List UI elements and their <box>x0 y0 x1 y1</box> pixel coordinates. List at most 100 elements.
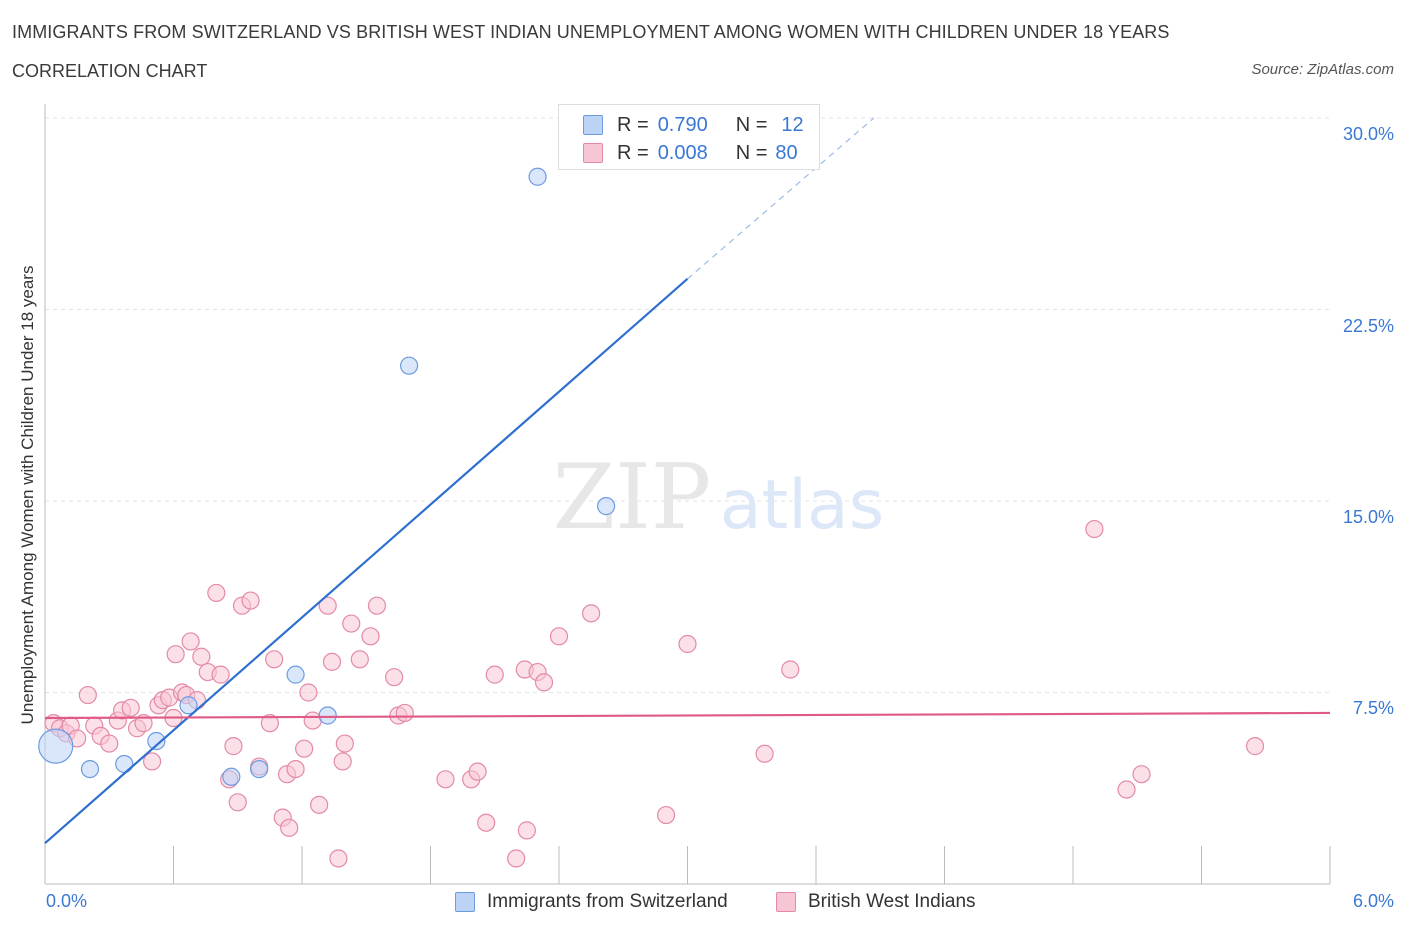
data-point-british-west-indians <box>1132 765 1151 784</box>
n-label: N = <box>735 113 768 136</box>
data-point-british-west-indians <box>678 634 697 654</box>
data-point-switzerland <box>286 665 305 684</box>
trend-line-switzerland-extension <box>687 117 875 280</box>
r-value-bwi: 0.008 <box>657 141 708 164</box>
data-point-switzerland <box>38 728 74 764</box>
data-point-switzerland <box>528 167 547 186</box>
data-point-british-west-indians <box>322 652 342 671</box>
data-point-british-west-indians <box>534 673 554 692</box>
trend-line-switzerland <box>44 278 689 844</box>
data-point-british-west-indians <box>582 604 601 623</box>
y-tick-label-30: 30.0% <box>1342 124 1394 144</box>
data-point-british-west-indians <box>477 813 496 832</box>
data-point-british-west-indians <box>181 632 200 651</box>
data-point-british-west-indians <box>395 703 414 723</box>
data-point-switzerland <box>399 356 419 375</box>
data-point-british-west-indians <box>329 849 348 868</box>
legend-label-bwi: British West Indians <box>808 891 976 912</box>
chart-subtitle: CORRELATION CHART <box>12 61 208 81</box>
data-point-switzerland <box>179 696 198 715</box>
n-value-bwi: 80 <box>775 141 798 164</box>
stats-legend: R = 0.790 N = 12 R = 0.008 N = 80 <box>558 104 820 170</box>
watermark-atlas: atlas <box>720 466 884 545</box>
data-point-british-west-indians <box>299 683 318 702</box>
data-point-british-west-indians <box>207 583 226 603</box>
data-point-british-west-indians <box>367 596 387 615</box>
trend-lines <box>44 117 1331 844</box>
data-point-british-west-indians <box>333 752 352 771</box>
data-point-switzerland <box>147 731 166 751</box>
x-tick-marks <box>173 846 1331 884</box>
data-point-switzerland <box>597 497 616 516</box>
chart-title: IMMIGRANTS FROM SWITZERLAND VS BRITISH W… <box>12 22 1170 42</box>
data-point-switzerland <box>115 754 134 774</box>
legend-swatch-blue <box>455 892 475 912</box>
series-immigrants-from-switzerland <box>38 167 616 786</box>
legend-swatch-pink <box>776 892 796 912</box>
data-point-switzerland <box>250 759 269 779</box>
y-tick-label-15: 15.0% <box>1342 507 1394 527</box>
y-tick-label-22-5: 22.5% <box>1342 316 1394 336</box>
data-point-british-west-indians <box>335 734 354 753</box>
data-point-british-west-indians <box>224 737 243 756</box>
legend-item-bwi[interactable]: British West Indians <box>776 888 976 916</box>
data-point-british-west-indians <box>1245 737 1265 756</box>
legend-item-switzerland[interactable]: Immigrants from Switzerland <box>455 888 728 916</box>
data-point-british-west-indians <box>507 849 526 868</box>
r-label: R = <box>617 141 649 164</box>
x-tick-label-min: 0.0% <box>46 891 88 911</box>
data-point-british-west-indians <box>781 660 800 679</box>
data-point-british-west-indians <box>295 739 314 758</box>
data-point-british-west-indians <box>517 821 536 840</box>
data-point-british-west-indians <box>549 627 569 646</box>
data-point-british-west-indians <box>241 591 260 610</box>
data-point-british-west-indians <box>142 752 162 771</box>
y-axis-label: Unemployment Among Women with Children U… <box>18 265 37 725</box>
data-point-british-west-indians <box>1085 519 1104 539</box>
data-point-british-west-indians <box>78 685 97 705</box>
data-point-british-west-indians <box>350 650 369 669</box>
data-point-british-west-indians <box>286 759 305 779</box>
r-label: R = <box>617 113 649 136</box>
data-point-british-west-indians <box>121 698 140 717</box>
r-value-switzerland: 0.790 <box>657 113 708 136</box>
y-tick-label-7-5: 7.5% <box>1352 698 1394 718</box>
data-point-switzerland <box>80 759 100 779</box>
watermark: ZIP atlas <box>553 445 884 550</box>
series-british-west-indians <box>44 519 1265 868</box>
n-label: N = <box>735 141 768 164</box>
data-point-british-west-indians <box>192 647 211 666</box>
data-point-british-west-indians <box>318 596 337 615</box>
data-point-british-west-indians <box>280 818 299 837</box>
stats-legend-row-switzerland: R = 0.790 N = 12 <box>583 113 804 137</box>
data-point-british-west-indians <box>342 614 361 633</box>
data-point-british-west-indians <box>134 714 153 733</box>
data-point-british-west-indians <box>1117 780 1136 799</box>
data-point-switzerland <box>222 767 241 786</box>
data-point-british-west-indians <box>265 650 284 669</box>
data-point-british-west-indians <box>468 762 487 781</box>
data-point-british-west-indians <box>755 744 774 763</box>
data-point-british-west-indians <box>310 795 329 814</box>
data-point-british-west-indians <box>361 627 380 646</box>
data-point-british-west-indians <box>166 645 185 664</box>
legend-label-switzerland: Immigrants from Switzerland <box>487 891 728 912</box>
n-value-switzerland: 12 <box>781 113 804 136</box>
legend-swatch-pink <box>583 143 603 163</box>
data-point-british-west-indians <box>384 668 404 687</box>
data-point-british-west-indians <box>656 805 676 825</box>
data-point-british-west-indians <box>100 734 119 753</box>
data-point-british-west-indians <box>260 714 279 733</box>
legend-swatch-blue <box>583 115 603 135</box>
x-tick-label-max: 6.0% <box>1352 891 1394 911</box>
stats-legend-row-bwi: R = 0.008 N = 80 <box>583 141 798 165</box>
data-point-switzerland <box>318 706 337 725</box>
data-point-british-west-indians <box>211 665 230 684</box>
data-point-british-west-indians <box>485 665 504 684</box>
trend-line-british-west-indians <box>44 711 1331 720</box>
watermark-zip: ZIP <box>553 445 712 550</box>
source-label: Source: ZipAtlas.com <box>1251 61 1394 78</box>
data-point-british-west-indians <box>228 793 247 812</box>
data-point-british-west-indians <box>436 770 455 789</box>
